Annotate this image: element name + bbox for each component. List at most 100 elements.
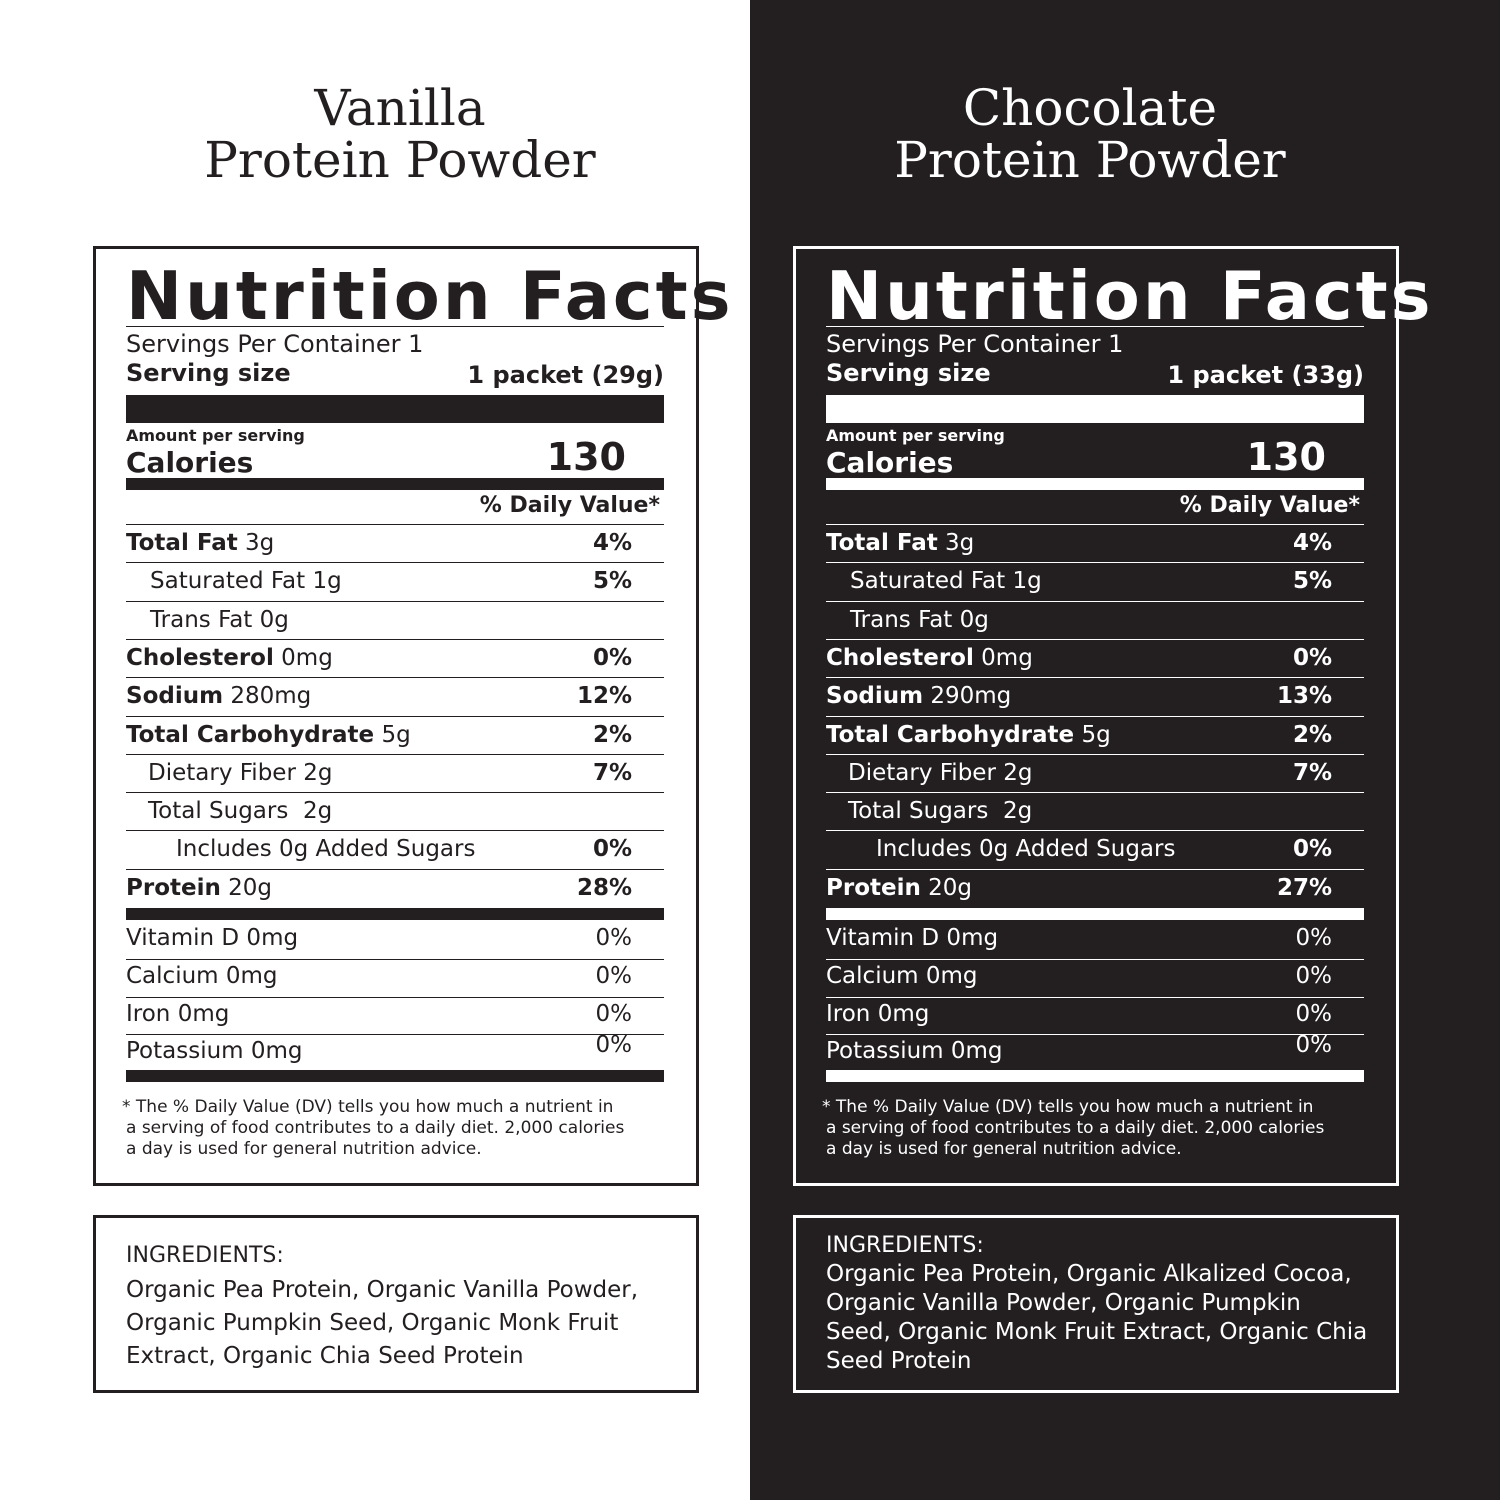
nutrient-name: Total Carbohydrate <box>126 721 375 748</box>
daily-value-header: % Daily Value* <box>1179 493 1360 518</box>
vitamin-daily-value: 0% <box>1295 1032 1333 1059</box>
nutrient-daily-value: 0% <box>1292 644 1332 671</box>
daily-value-footnote: * The % Daily Value (DV) tells you how m… <box>822 1097 1367 1160</box>
ingredients-heading: INGREDIENTS: <box>126 1243 284 1268</box>
thick-divider <box>126 395 664 423</box>
footnote-line: * The % Daily Value (DV) tells you how m… <box>122 1097 614 1117</box>
vitamin-row: Calcium 0mg 0% <box>126 961 664 999</box>
nutrient-amount: 5g <box>1074 721 1111 748</box>
row-divider <box>826 677 1364 679</box>
nutrient-label: Trans Fat 0g <box>150 605 289 635</box>
vitamin-row: Iron 0mg 0% <box>826 999 1364 1037</box>
vitamin-daily-value: 0% <box>1295 962 1333 989</box>
nutrient-row: Dietary Fiber 2g 7% <box>126 758 664 796</box>
row-divider <box>126 792 664 794</box>
row-divider <box>826 792 1364 794</box>
vanilla-title: Vanilla Protein Powder <box>0 82 800 186</box>
nutrient-label: Includes 0g Added Sugars <box>876 834 1175 864</box>
nutrient-label: Protein 20g <box>126 873 272 903</box>
nutrient-name: Total Fat <box>126 530 238 556</box>
nutrient-row: Total Fat 3g 4% <box>126 528 664 566</box>
nutrient-row: Trans Fat 0g <box>826 605 1364 643</box>
row-divider <box>126 830 664 832</box>
footnote-line: a day is used for general nutrition advi… <box>126 1139 482 1159</box>
daily-value-footnote: * The % Daily Value (DV) tells you how m… <box>122 1097 667 1160</box>
servings-per-container: Servings Per Container 1 <box>126 330 424 358</box>
row-divider <box>826 715 1364 717</box>
row-divider <box>126 677 664 679</box>
nutrient-amount: 20g <box>920 874 973 901</box>
nutrient-label: Includes 0g Added Sugars <box>176 834 475 864</box>
row-divider <box>126 715 664 717</box>
nutrient-daily-value: 13% <box>1276 683 1332 710</box>
nutrient-daily-value: 4% <box>1292 530 1332 556</box>
nutrient-amount: Includes 0g Added Sugars <box>876 836 1176 863</box>
nutrient-amount: Saturated Fat 1g <box>850 568 1042 595</box>
nutrient-row: Total Carbohydrate 5g 2% <box>826 720 1364 758</box>
nutrient-daily-value: 2% <box>1292 721 1332 748</box>
nutrient-amount: 0mg <box>973 644 1033 671</box>
nutrient-name: Sodium <box>826 683 924 710</box>
vanilla-ingredients-box: INGREDIENTS: Organic Pea Protein, Organi… <box>93 1215 699 1393</box>
nutrient-row: Includes 0g Added Sugars 0% <box>126 834 664 872</box>
nutrient-amount: Includes 0g Added Sugars <box>176 836 476 863</box>
serving-size-value: 1 packet (33g) <box>1167 361 1364 389</box>
nutrient-label: Saturated Fat 1g <box>850 566 1042 596</box>
row-divider <box>826 830 1364 832</box>
nutrient-daily-value: 5% <box>592 568 632 595</box>
vitamin-daily-value: 0% <box>1295 1000 1333 1027</box>
nutrient-label: Total Sugars 2g <box>848 796 1032 826</box>
nutrition-facts-heading: Nutrition Facts <box>826 257 1434 335</box>
vitamin-label: Iron 0mg <box>126 1000 230 1027</box>
ingredients-line: Organic Pea Protein, Organic Vanilla Pow… <box>126 1277 639 1303</box>
medium-divider <box>126 478 664 490</box>
ingredients-line: Organic Pea Protein, Organic Alkalized C… <box>826 1261 1352 1287</box>
nutrient-name: Cholesterol <box>826 644 974 671</box>
nutrient-daily-value: 12% <box>576 683 632 710</box>
nutrient-amount: Dietary Fiber 2g <box>848 759 1033 786</box>
vitamin-label: Calcium 0mg <box>826 962 978 989</box>
nutrient-row: Trans Fat 0g <box>126 605 664 643</box>
vanilla-nutrition-panel: Nutrition Facts Servings Per Container 1… <box>93 246 731 1186</box>
nutrient-label: Cholesterol 0mg <box>826 643 1033 673</box>
footnote-line: a day is used for general nutrition advi… <box>826 1139 1182 1159</box>
nutrient-amount: Dietary Fiber 2g <box>148 759 333 786</box>
nutrient-amount: Total Sugars 2g <box>148 798 333 825</box>
vitamin-row: Calcium 0mg 0% <box>826 961 1364 999</box>
vitamin-daily-value: 0% <box>595 962 633 989</box>
nutrient-name: Cholesterol <box>126 644 274 671</box>
thick-divider <box>826 395 1364 423</box>
chocolate-ingredients-box: INGREDIENTS: Organic Pea Protein, Organi… <box>793 1215 1399 1393</box>
vitamin-row: Potassium 0mg 0% <box>826 1032 1364 1074</box>
vitamin-row: Vitamin D 0mg 0% <box>826 923 1364 961</box>
nutrient-name: Protein <box>826 874 921 901</box>
nutrient-row: Cholesterol 0mg 0% <box>126 643 664 681</box>
ingredients-line: Organic Pumpkin Seed, Organic Monk Fruit <box>126 1310 619 1336</box>
nutrient-name: Total Fat <box>826 530 938 556</box>
nutrient-amount: 3g <box>937 530 975 556</box>
nutrient-row: Saturated Fat 1g 5% <box>826 566 1364 604</box>
servings-per-container: Servings Per Container 1 <box>826 330 1124 358</box>
ingredients-line: Extract, Organic Chia Seed Protein <box>126 1343 524 1369</box>
nutrient-amount: Total Sugars 2g <box>848 798 1033 825</box>
row-divider <box>826 868 1364 870</box>
nutrient-daily-value: 2% <box>592 721 632 748</box>
vitamin-label: Potassium 0mg <box>126 1038 303 1065</box>
ingredients-line: Seed Protein <box>826 1348 972 1374</box>
nutrient-amount: 280mg <box>223 683 312 710</box>
row-divider <box>826 958 1364 960</box>
vitamin-label: Calcium 0mg <box>126 962 278 989</box>
calories-label: Calories <box>126 446 254 479</box>
vitamin-label: Iron 0mg <box>826 1000 930 1027</box>
nutrient-label: Protein 20g <box>826 873 972 903</box>
nutrient-row: Includes 0g Added Sugars 0% <box>826 834 1364 872</box>
nutrient-label: Saturated Fat 1g <box>150 566 342 596</box>
nutrient-daily-value: 0% <box>592 644 632 671</box>
medium-divider <box>826 908 1364 920</box>
nutrient-amount: 0mg <box>273 644 333 671</box>
ingredients-list: Organic Pea Protein, Organic Vanilla Pow… <box>126 1274 686 1373</box>
nutrient-row: Total Fat 3g 4% <box>826 528 1364 566</box>
vitamin-row: Iron 0mg 0% <box>126 999 664 1037</box>
title-line-1: Chocolate <box>962 79 1218 137</box>
chocolate-title: Chocolate Protein Powder <box>740 82 1440 186</box>
